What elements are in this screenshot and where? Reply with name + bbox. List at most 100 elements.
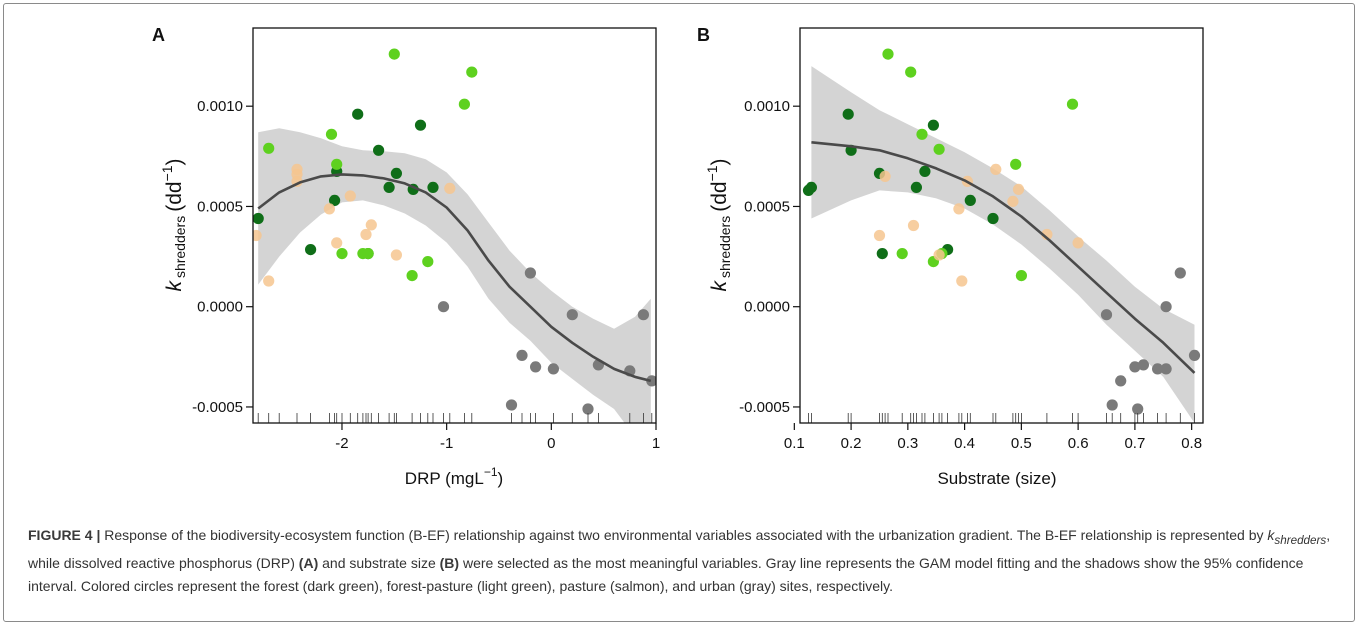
- panel-b-point-urban: [1106, 399, 1118, 411]
- panel-a-x-tick-label: -1: [440, 435, 453, 452]
- panel-b-point-forest-pasture: [1066, 98, 1079, 110]
- panel-b-y-axis-unit: (dd: [708, 181, 731, 211]
- panel-a-y-axis-title: k shredders (dd−1): [159, 158, 188, 291]
- panel-a-y-axis-k: k: [163, 280, 186, 292]
- panel-b-x-tick-label: 0.4: [954, 435, 975, 452]
- figure-frame: [3, 3, 1355, 622]
- caption-figure-label: FIGURE 4 |: [28, 527, 101, 543]
- panel-a-y-axis-sup: −1: [159, 165, 175, 181]
- panel-a-point-pasture: [390, 249, 402, 261]
- caption-panel-b-ref: (B): [439, 554, 460, 571]
- panel-b-point-forest-pasture: [933, 143, 945, 155]
- panel-a-point-urban: [582, 403, 594, 415]
- panel-a-x-tick-label: 1: [652, 435, 660, 452]
- panel-b-x-tick-label: 0.6: [1068, 435, 1089, 452]
- panel-a-gam-fit-line: [257, 173, 652, 383]
- panel-b-point-urban: [1100, 309, 1113, 321]
- panel-a-point-urban: [505, 399, 518, 411]
- panel-b-point-forest: [919, 165, 931, 177]
- panel-b-plot-border: [799, 27, 1204, 424]
- panel-b-x-tick-label: 0.1: [784, 435, 805, 452]
- panel-a-point-forest: [414, 119, 427, 131]
- panel-a-point-forest-pasture: [362, 248, 374, 260]
- panel-b-point-urban: [1160, 363, 1172, 375]
- panel-b-y-axis-sup: −1: [704, 165, 720, 181]
- panel-a-point-forest: [390, 167, 402, 179]
- panel-b-y-axis-title: k shredders (dd−1): [704, 158, 733, 291]
- panel-b-point-forest: [805, 181, 818, 193]
- panel-a-axes: -2 -1 0 1 0.0010 0.0005 0.0000 -0.0005: [192, 98, 660, 452]
- panel-a-point-urban: [516, 349, 528, 361]
- panel-b-point-urban: [1115, 375, 1127, 387]
- panel-b-point-forest-pasture: [896, 248, 908, 260]
- figure-caption: FIGURE 4 | Response of the biodiversity-…: [28, 524, 1333, 598]
- panel-b-point-pasture: [1072, 237, 1084, 249]
- panel-a-point-forest-pasture: [466, 66, 478, 78]
- panel-b-confidence-band: [811, 66, 1195, 423]
- panel-b-point-forest: [927, 119, 940, 131]
- panel-b-point-pasture: [873, 229, 886, 242]
- panel-b-point-forest-pasture: [905, 66, 917, 78]
- panel-a-point-forest: [373, 144, 385, 156]
- panel-b-point-forest-pasture: [882, 48, 894, 60]
- panel-a-point-pasture: [253, 229, 262, 242]
- panel-a-plot-area: [253, 48, 656, 423]
- panel-a-confidence-band: [258, 128, 651, 423]
- panel-b-point-urban: [1174, 267, 1186, 279]
- panel-b-point-forest: [964, 194, 976, 206]
- panel-a-point-urban: [646, 375, 656, 387]
- panel-b-label: B: [697, 25, 710, 45]
- panel-b-y-axis-end: ): [708, 158, 731, 165]
- panel-a-point-urban: [547, 363, 560, 375]
- panel-b-point-forest: [876, 248, 888, 260]
- panel-b: B 0.1 0.2 0.3 0.4 0.5 0.6 0.7 0.80.00100.00050.…: [697, 25, 1204, 488]
- panel-a-point-urban: [530, 361, 542, 373]
- panel-a-x-axis-sup: −1: [484, 465, 498, 479]
- panel-a-y-axis-end: ): [163, 158, 186, 165]
- panel-a-point-urban: [637, 309, 650, 321]
- panel-b-point-pasture: [933, 249, 945, 261]
- panel-a-point-forest-pasture: [331, 158, 343, 170]
- panel-a-point-pasture: [263, 275, 275, 287]
- figure-svg: A -2 -1 0 1 0.0010 0.0005 0.0000 -0.0005 DRP (m…: [152, 25, 1204, 488]
- panel-b-point-forest-pasture: [916, 128, 928, 140]
- panel-a-point-forest-pasture: [388, 48, 400, 60]
- caption-panel-a-ref: (A): [298, 554, 319, 571]
- panel-b-point-urban: [1137, 359, 1149, 371]
- panel-a-y-tick-label: 0.0010: [197, 98, 243, 115]
- panel-b-point-forest: [910, 181, 923, 193]
- panel-b-point-forest-pasture: [1010, 158, 1022, 170]
- panel-a-x-axis-label: DRP (mgL: [405, 469, 484, 488]
- panel-b-axes: 0.1 0.2 0.3 0.4 0.5 0.6 0.7 0.8 0.0010 0.0005 0.00…: [739, 98, 1202, 452]
- panel-b-point-urban: [1152, 363, 1164, 375]
- panel-a-point-forest: [329, 194, 341, 206]
- panel-a-label: A: [152, 25, 165, 45]
- panel-b-gam-fit-line: [811, 141, 1196, 374]
- panel-a-point-forest: [383, 181, 395, 193]
- panel-b-y-tick-label: 0.0010: [744, 98, 790, 115]
- panel-b-x-tick-label: 0.7: [1124, 435, 1145, 452]
- panel-a-point-pasture: [360, 228, 372, 241]
- panel-b-x-tick-label: 0.3: [897, 435, 918, 452]
- panel-b-point-forest: [987, 212, 999, 225]
- caption-text-2: , while dissolved reactive phosphorus (D…: [28, 527, 1331, 571]
- panel-b-point-forest-pasture: [1015, 270, 1027, 282]
- panel-a-point-urban: [524, 267, 537, 279]
- panel-a-point-forest-pasture: [336, 248, 348, 260]
- panel-b-point-urban: [1129, 361, 1141, 373]
- panel-a-y-tick-label: -0.0005: [192, 399, 243, 416]
- panel-b-x-tick-label: 0.8: [1181, 435, 1202, 452]
- panel-b-y-tick-label: 0.0000: [744, 299, 790, 316]
- caption-text-4: were selected as the most meaningful var…: [28, 554, 1304, 594]
- panel-a-x-axis-title: DRP (mgL−1): [405, 465, 503, 488]
- panel-b-point-pasture: [956, 275, 968, 287]
- panel-a-point-forest-pasture: [406, 270, 418, 282]
- panel-b-y-axis-k: k: [708, 280, 731, 292]
- panel-b-y-tick-label: -0.0005: [739, 399, 790, 416]
- panel-b-point-pasture: [1007, 195, 1019, 207]
- panel-b-point-forest: [842, 108, 854, 120]
- panel-a-point-forest-pasture: [458, 98, 470, 110]
- panel-b-point-urban: [1188, 349, 1201, 361]
- panel-b-point-urban: [1160, 301, 1172, 313]
- panel-a-y-axis-unit: (dd: [163, 181, 186, 211]
